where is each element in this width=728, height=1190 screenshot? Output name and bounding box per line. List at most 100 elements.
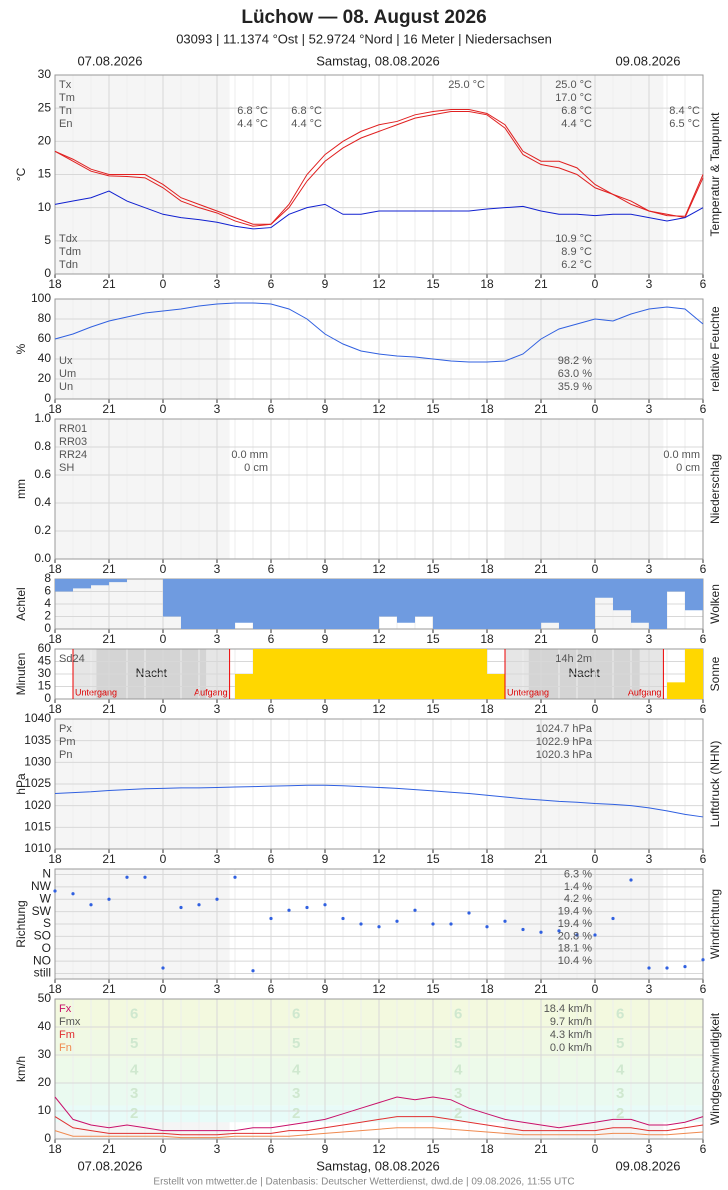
panel-label: Wolken <box>708 584 722 624</box>
bar <box>379 579 397 617</box>
beaufort-label: 2 <box>454 1105 462 1122</box>
bar <box>487 674 505 699</box>
y-tick-label: 50 <box>38 991 52 1005</box>
stat-value: 17.0 °C <box>555 92 592 104</box>
stat-label: Um <box>59 368 76 380</box>
stat-value: 18.1 % <box>558 943 592 955</box>
stat-label: Px <box>59 723 72 735</box>
x-tick-label: 6 <box>700 702 707 716</box>
point <box>377 925 381 929</box>
stat-label: Tm <box>59 92 75 104</box>
stat-value: 14h 2m <box>555 653 592 665</box>
x-tick-label: 15 <box>426 562 440 576</box>
bar <box>361 649 379 699</box>
beaufort-label: 3 <box>130 1085 138 1102</box>
point <box>449 922 453 926</box>
x-tick-label: 3 <box>646 852 653 866</box>
point <box>575 933 579 937</box>
y-tick-label: 8 <box>44 571 51 585</box>
x-tick-label: 3 <box>214 402 221 416</box>
stat-label: Tdx <box>59 233 78 245</box>
min-value: 4.4 °C <box>291 118 322 130</box>
point <box>323 903 327 907</box>
point <box>701 958 705 962</box>
y-tick-label: 20 <box>38 371 52 385</box>
stat-value: 6.3 % <box>564 868 592 880</box>
bar <box>685 579 703 611</box>
x-tick-label: 6 <box>700 402 707 416</box>
bar <box>433 579 451 629</box>
x-tick-label: 21 <box>102 632 116 646</box>
bar <box>271 579 289 629</box>
night-shade <box>55 419 230 559</box>
beaufort-label: 4 <box>454 1061 463 1078</box>
series-line <box>54 1127 704 1139</box>
x-tick-label: 0 <box>592 632 599 646</box>
x-tick-label: 18 <box>48 702 62 716</box>
bar <box>325 649 343 699</box>
bar <box>469 579 487 629</box>
y-tick-label: 30 <box>38 1047 52 1061</box>
date: Samstag, 08.08.2026 <box>316 53 440 68</box>
point <box>485 925 489 929</box>
x-tick-label: 18 <box>48 982 62 996</box>
x-tick-label: 18 <box>48 1142 62 1156</box>
point <box>53 889 57 893</box>
y-tick-label: NW <box>31 879 52 893</box>
stat-value: 4.4 °C <box>561 118 592 130</box>
y-tick-label: 60 <box>38 331 52 345</box>
x-tick-label: 21 <box>534 402 548 416</box>
stat-label: RR01 <box>59 423 87 435</box>
y-tick-label: S <box>43 916 51 930</box>
y-tick-label: O <box>42 941 51 955</box>
x-tick-label: 21 <box>534 1142 548 1156</box>
x-tick-label: 0 <box>160 562 167 576</box>
y-tick-label: 20 <box>38 1075 52 1089</box>
x-tick-label: 6 <box>268 562 275 576</box>
point <box>233 875 237 879</box>
panel-frame <box>54 718 704 850</box>
bar <box>487 579 505 629</box>
axis-label: mm <box>14 479 28 499</box>
panel-frame <box>54 298 704 400</box>
stat-value: 19.4 % <box>558 906 592 918</box>
x-tick-label: 15 <box>426 402 440 416</box>
x-tick-label: 18 <box>480 562 494 576</box>
x-tick-label: 18 <box>48 277 62 291</box>
stat-value: 6.2 °C <box>561 259 592 271</box>
panel-label: relative Feuchte <box>708 306 722 392</box>
bar <box>235 579 253 623</box>
x-tick-label: 21 <box>102 852 116 866</box>
bar <box>109 579 127 583</box>
stat-value: 8.9 °C <box>561 246 592 258</box>
x-tick-label: 21 <box>534 982 548 996</box>
beaufort-label: 6 <box>616 1005 624 1022</box>
series-line <box>54 1096 704 1132</box>
beaufort-label: 5 <box>454 1035 462 1052</box>
bar <box>433 649 451 699</box>
x-tick-label: 3 <box>646 632 653 646</box>
y-tick-label: 0.2 <box>34 523 51 537</box>
x-tick-label: 12 <box>372 982 386 996</box>
stat-label: Fmx <box>59 1016 81 1028</box>
x-tick-label: 6 <box>268 632 275 646</box>
bar <box>55 579 73 592</box>
stat-label: Tdm <box>59 246 81 258</box>
series-line <box>54 302 704 363</box>
x-tick-label: 12 <box>372 852 386 866</box>
y-tick-label: 1025 <box>24 776 51 790</box>
x-tick-label: 3 <box>646 562 653 576</box>
bar <box>73 579 91 589</box>
x-tick-label: 15 <box>426 277 440 291</box>
y-tick-label: SO <box>34 929 51 943</box>
x-tick-label: 3 <box>214 982 221 996</box>
bar <box>235 674 253 699</box>
x-tick-label: 18 <box>48 852 62 866</box>
title: Lüchow — 08. August 2026 <box>241 7 486 28</box>
date: 07.08.2026 <box>77 1158 142 1173</box>
x-tick-label: 6 <box>700 277 707 291</box>
y-tick-label: 100 <box>31 291 51 305</box>
stat-value: 1022.9 hPa <box>536 736 593 748</box>
stat-value: 1020.3 hPa <box>536 749 593 761</box>
